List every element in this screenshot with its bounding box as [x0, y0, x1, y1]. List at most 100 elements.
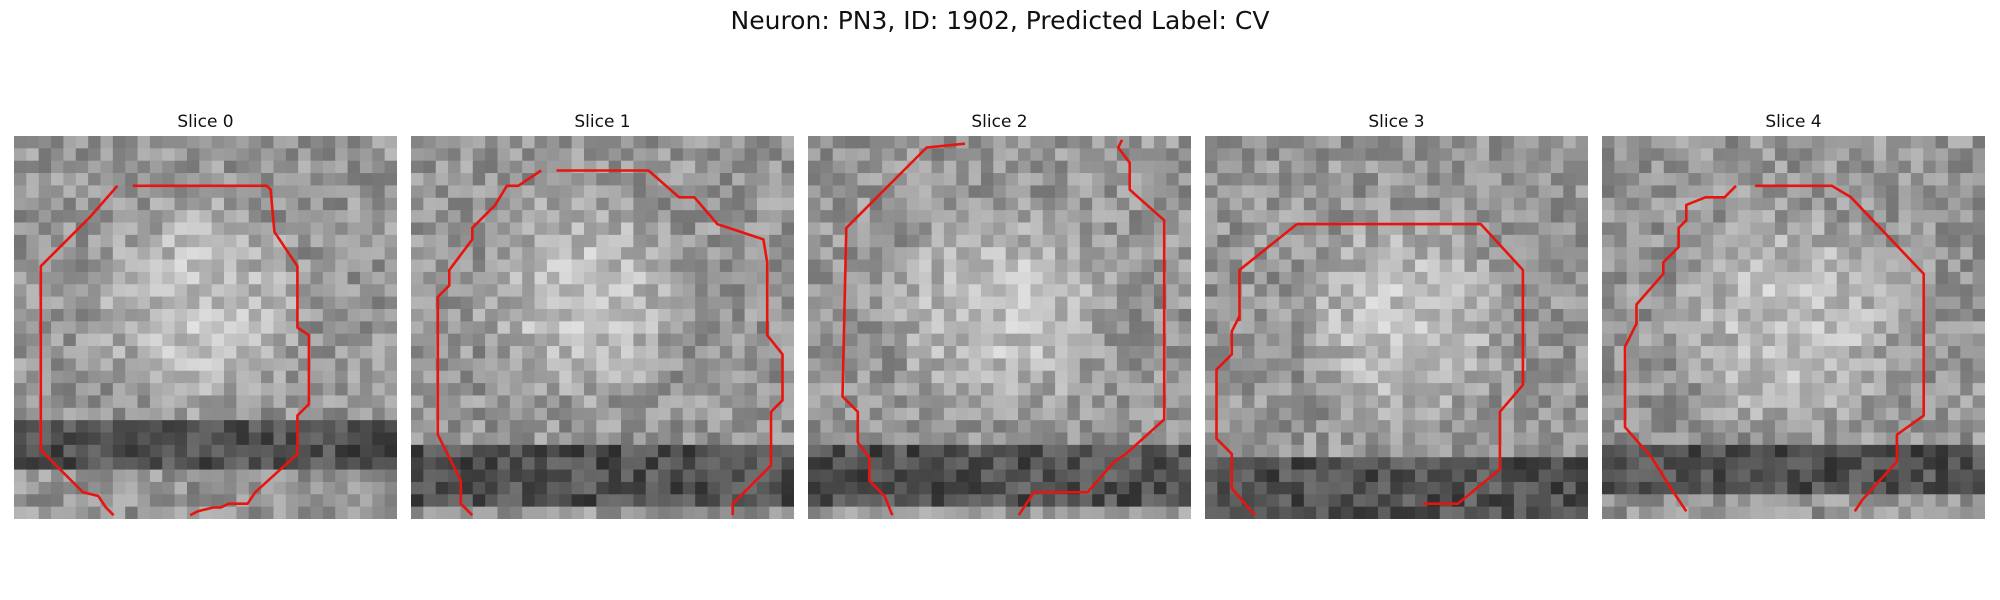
slice-pixel [1960, 259, 1974, 273]
slice-pixel [1229, 136, 1243, 149]
slice-pixel [682, 284, 696, 298]
slice-pixel [322, 420, 336, 434]
slice-pixel [1501, 210, 1515, 224]
slice-pixel [335, 333, 349, 347]
slice-pixel [1104, 259, 1118, 273]
slice-pixel [248, 222, 262, 236]
slice-pixel [1626, 160, 1640, 174]
slice-pixel [1663, 284, 1677, 298]
slice-pixel [1353, 296, 1367, 310]
slice-pixel [1774, 346, 1788, 359]
slice-pixel [261, 160, 275, 174]
slice-pixel [485, 284, 499, 298]
slice-pixel [359, 222, 373, 236]
slice-pixel [88, 222, 102, 236]
slice-pixel [1501, 234, 1515, 248]
slice-pixel [968, 148, 982, 162]
slice-pixel [571, 506, 585, 519]
slice-pixel [1663, 210, 1677, 224]
slice-pixel [1476, 259, 1490, 273]
slice-pixel [14, 346, 27, 359]
slice-pixel [1092, 358, 1106, 372]
slice-pixel [571, 444, 585, 458]
slice-pixel [1737, 197, 1751, 211]
slice-pixel [1812, 222, 1825, 236]
slice-pixel [1217, 160, 1231, 174]
slice-pixel [1836, 160, 1850, 174]
slice-pixel [1774, 420, 1788, 434]
slice-pixel [411, 160, 424, 174]
slice-pixel [1005, 136, 1019, 149]
slice-pixel [857, 247, 871, 261]
slice-pixel [719, 506, 733, 519]
slice-pixel [534, 284, 548, 298]
slice-pixel [248, 234, 262, 248]
slice-pixel [1415, 247, 1428, 261]
slice-pixel [411, 395, 424, 409]
slice-pixel [1439, 395, 1453, 409]
slice-pixel [980, 173, 994, 187]
slice-pixel [1266, 494, 1280, 508]
slice-pixel [1898, 234, 1912, 248]
slice-pixel [1390, 247, 1404, 261]
slice-pixel [14, 197, 27, 211]
slice-pixel [1205, 494, 1218, 508]
slice-pixel [808, 222, 821, 236]
slice-pixel [199, 160, 213, 174]
slice-pixel [1166, 210, 1180, 224]
slice-pixel [820, 432, 834, 446]
slice-pixel [384, 234, 397, 248]
slice-pixel [1550, 296, 1564, 310]
slice-pixel [645, 234, 659, 248]
slice-pixel [596, 420, 610, 434]
slice-pixel [1279, 308, 1293, 322]
slice-pixel [1836, 494, 1850, 508]
slice-pixel [1390, 346, 1404, 359]
slice-pixel [633, 358, 647, 372]
slice-pixel [1849, 259, 1863, 273]
slice-pixel [894, 383, 908, 397]
slice-pixel [1513, 284, 1527, 298]
slice-pixel [1663, 333, 1677, 347]
slice-pixel [1178, 346, 1191, 359]
slice-pixel [1452, 136, 1466, 149]
slice-pixel [1489, 197, 1503, 211]
slice-pixel [1538, 247, 1552, 261]
slice-pixel [980, 259, 994, 273]
slice-pixel [931, 259, 945, 273]
slice-pixel [1774, 358, 1788, 372]
slice-pixel [51, 346, 65, 359]
slice-pixel [1676, 185, 1690, 199]
slice-pixel [1501, 420, 1515, 434]
slice-pixel [1563, 247, 1577, 261]
slice-pixel [906, 346, 920, 359]
slice-pixel [1067, 457, 1081, 471]
slice-pixel [845, 321, 859, 335]
slice-pixel [1266, 370, 1280, 384]
slice-pixel [1873, 321, 1887, 335]
slice-pixel [1886, 284, 1900, 298]
slice-pixel [1316, 346, 1330, 359]
slice-pixel [1812, 234, 1825, 248]
slice-pixel [1092, 296, 1106, 310]
slice-pixel [583, 370, 597, 384]
slice-pixel [1750, 210, 1764, 224]
slice-pixel [1787, 494, 1801, 508]
slice-pixel [1762, 346, 1776, 359]
slice-pixel [1898, 494, 1912, 508]
slice-pixel [211, 383, 225, 397]
slice-pixel [808, 247, 821, 261]
slice-pixel [372, 296, 386, 310]
slice-pixel [1030, 358, 1044, 372]
slice-pixel [1452, 420, 1466, 434]
slice-pixel [1489, 383, 1503, 397]
slice-pixel [1614, 148, 1628, 162]
slice-pixel [719, 234, 733, 248]
slice-pixel [980, 234, 994, 248]
slice-pixel [1750, 432, 1764, 446]
slice-pixel [1005, 308, 1019, 322]
slice-pixel [149, 308, 163, 322]
slice-pixel [894, 444, 908, 458]
slice-pixel [472, 284, 486, 298]
slice-pixel [1639, 457, 1653, 471]
